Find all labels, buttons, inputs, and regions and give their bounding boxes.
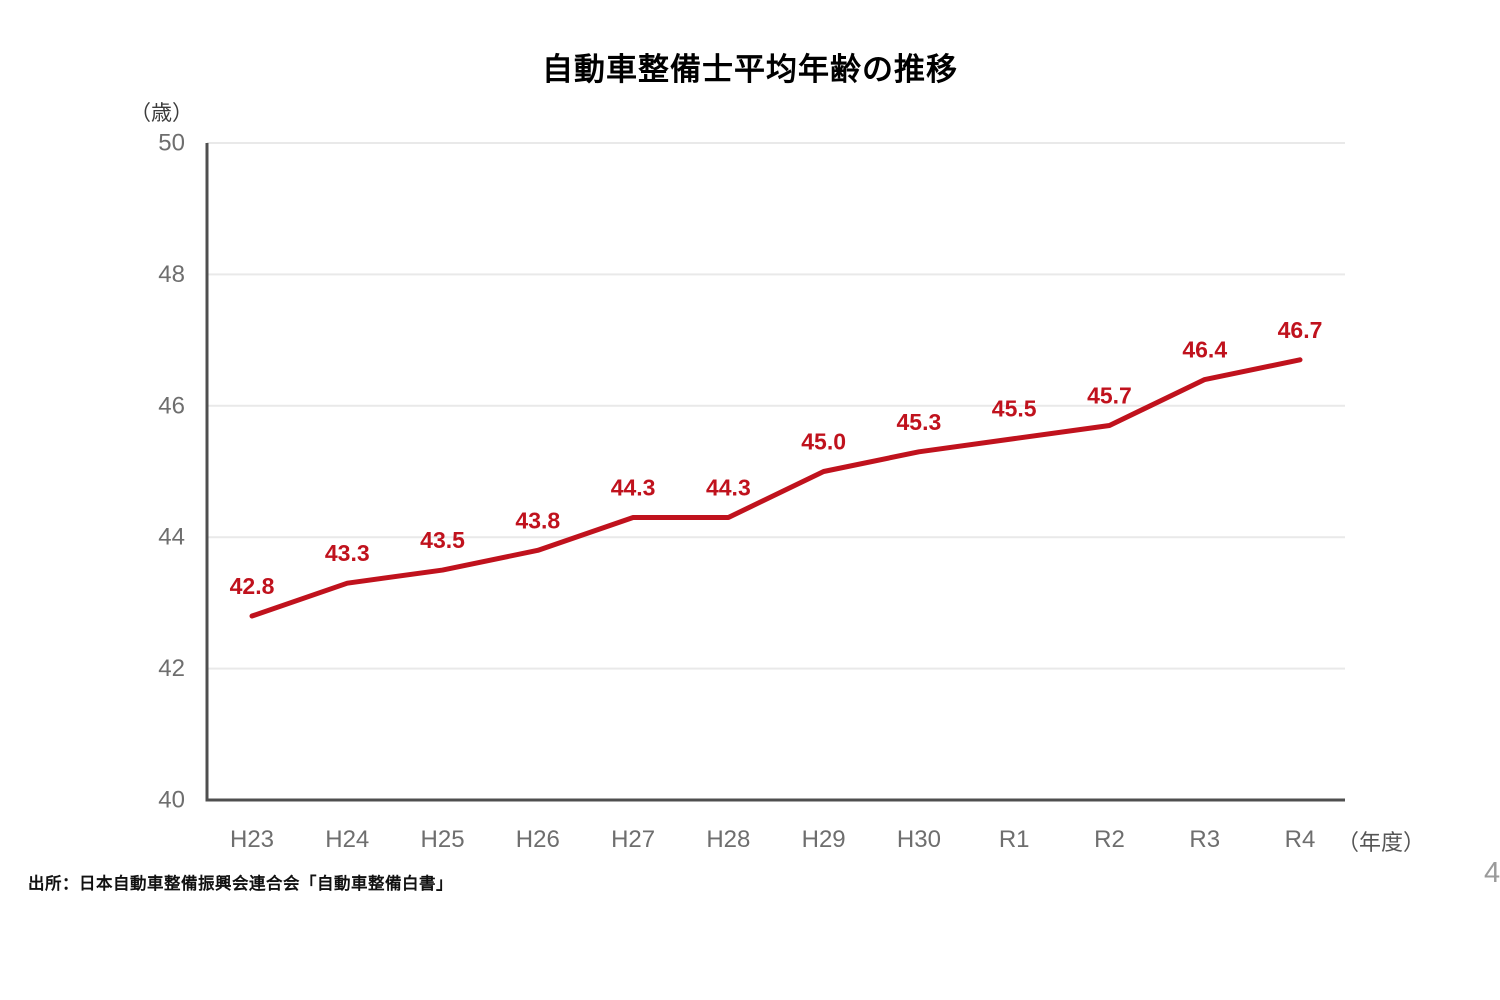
data-point-label-H25: 43.5 <box>420 527 465 553</box>
y-axis-tick-label-50: 50 <box>158 130 185 157</box>
average-age-data-line <box>249 357 1303 619</box>
y-axis-tick-label-44: 44 <box>158 524 185 551</box>
y-axis-tick-label-46: 46 <box>158 392 185 419</box>
data-point-label-R4: 46.7 <box>1278 317 1323 343</box>
x-axis-tick-label-H27: H27 <box>611 826 655 853</box>
x-axis-tick-label-H24: H24 <box>325 826 369 853</box>
data-point-label-R1: 45.5 <box>992 396 1037 422</box>
page-number: 4 <box>1484 857 1500 889</box>
source-note: 出所：日本自動車整備振興会連合会「自動車整備白書」 <box>28 875 453 893</box>
x-axis-tick-label-H28: H28 <box>706 826 750 853</box>
data-point-label-R3: 46.4 <box>1182 337 1227 363</box>
x-axis-tick-label-H25: H25 <box>421 826 465 853</box>
data-point-label-R2: 45.7 <box>1087 383 1132 409</box>
y-axis-tick-label-48: 48 <box>158 261 185 288</box>
chart-title: 自動車整備士平均年齢の推移 <box>542 52 958 87</box>
x-axis-tick-label-R2: R2 <box>1094 826 1125 853</box>
x-axis-tick-label-R3: R3 <box>1189 826 1220 853</box>
data-point-label-H27: 44.3 <box>611 474 656 500</box>
data-point-label-H26: 43.8 <box>515 507 560 533</box>
y-axis-tick-label-42: 42 <box>158 655 185 682</box>
x-axis-tick-label-H30: H30 <box>897 826 941 853</box>
data-point-label-H24: 43.3 <box>325 540 370 566</box>
x-axis-tick-label-H23: H23 <box>230 826 274 853</box>
data-point-label-H29: 45.0 <box>801 429 846 455</box>
x-axis-tick-label-R4: R4 <box>1285 826 1316 853</box>
data-point-label-H23: 42.8 <box>230 573 275 599</box>
y-axis-unit-label: （歳） <box>130 102 193 125</box>
x-axis-tick-label-R1: R1 <box>999 826 1030 853</box>
axis-lines <box>205 143 1345 802</box>
data-point-label-H28: 44.3 <box>706 474 751 500</box>
x-axis-unit-label: （年度） <box>1337 830 1426 855</box>
x-axis-tick-label-H29: H29 <box>802 826 846 853</box>
x-axis-tick-label-H26: H26 <box>516 826 560 853</box>
y-axis-tick-label-40: 40 <box>158 787 185 814</box>
data-point-label-H30: 45.3 <box>897 409 942 435</box>
